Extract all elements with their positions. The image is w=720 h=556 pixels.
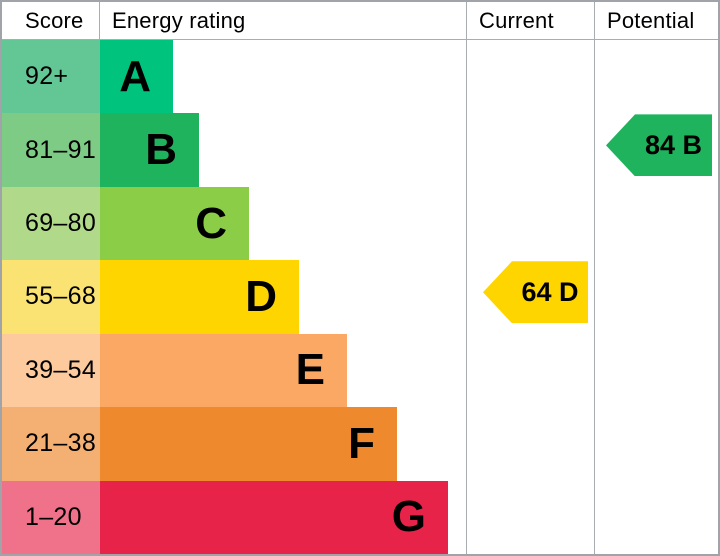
current-rating-value: 64 D [521,276,579,307]
band-score-range: 69–80 [25,209,97,238]
rating-bands-area: 92+ A 81–91 B 69–80 C 55–68 D 39–54 E 21–38 F 1–20 G [2,40,718,554]
band-bar: E [100,333,347,408]
band-row-g: 1–20 G [2,480,718,554]
band-score-range: 39–54 [25,355,97,384]
band-score-cell: 39–54 [2,333,100,408]
band-score-range: 55–68 [25,282,97,311]
potential-rating-value: 84 B [644,129,703,160]
band-letter: C [195,198,227,248]
band-row-b: 81–91 B [2,113,718,187]
band-row-e: 39–54 E [2,333,718,408]
band-letter: G [391,492,426,542]
band-bar: D [100,260,299,334]
band-score-cell: 81–91 [2,113,100,187]
band-score-cell: 92+ [2,40,100,114]
band-letter: B [145,125,177,175]
band-bar: F [100,407,397,481]
header-energy-rating-label: Energy rating [112,7,246,33]
band-letter: E [295,345,325,395]
band-row-c: 69–80 C [2,186,718,261]
band-score-range: 1–20 [25,502,82,531]
band-row-d: 55–68 D [2,260,718,334]
band-score-cell: 1–20 [2,480,100,554]
band-bar: A [100,40,173,114]
current-column-separator [466,2,467,554]
band-bar: C [100,186,249,261]
band-score-cell: 55–68 [2,260,100,334]
band-bar: B [100,113,199,187]
header-current-label: Current [479,7,554,33]
band-letter: A [119,51,151,101]
band-letter: F [348,418,375,468]
header-potential-label: Potential [607,7,695,33]
band-letter: D [245,271,277,321]
band-row-a: 92+ A [2,40,718,114]
band-bar: G [100,480,448,554]
band-row-f: 21–38 F [2,407,718,481]
band-score-range: 92+ [25,62,69,91]
band-score-cell: 69–80 [2,186,100,261]
potential-column-separator [594,2,595,554]
chart-header: Score Energy rating Current Potential [2,2,718,40]
band-score-cell: 21–38 [2,407,100,481]
header-score-label: Score [2,2,100,39]
band-score-range: 21–38 [25,429,97,458]
band-score-range: 81–91 [25,135,97,164]
